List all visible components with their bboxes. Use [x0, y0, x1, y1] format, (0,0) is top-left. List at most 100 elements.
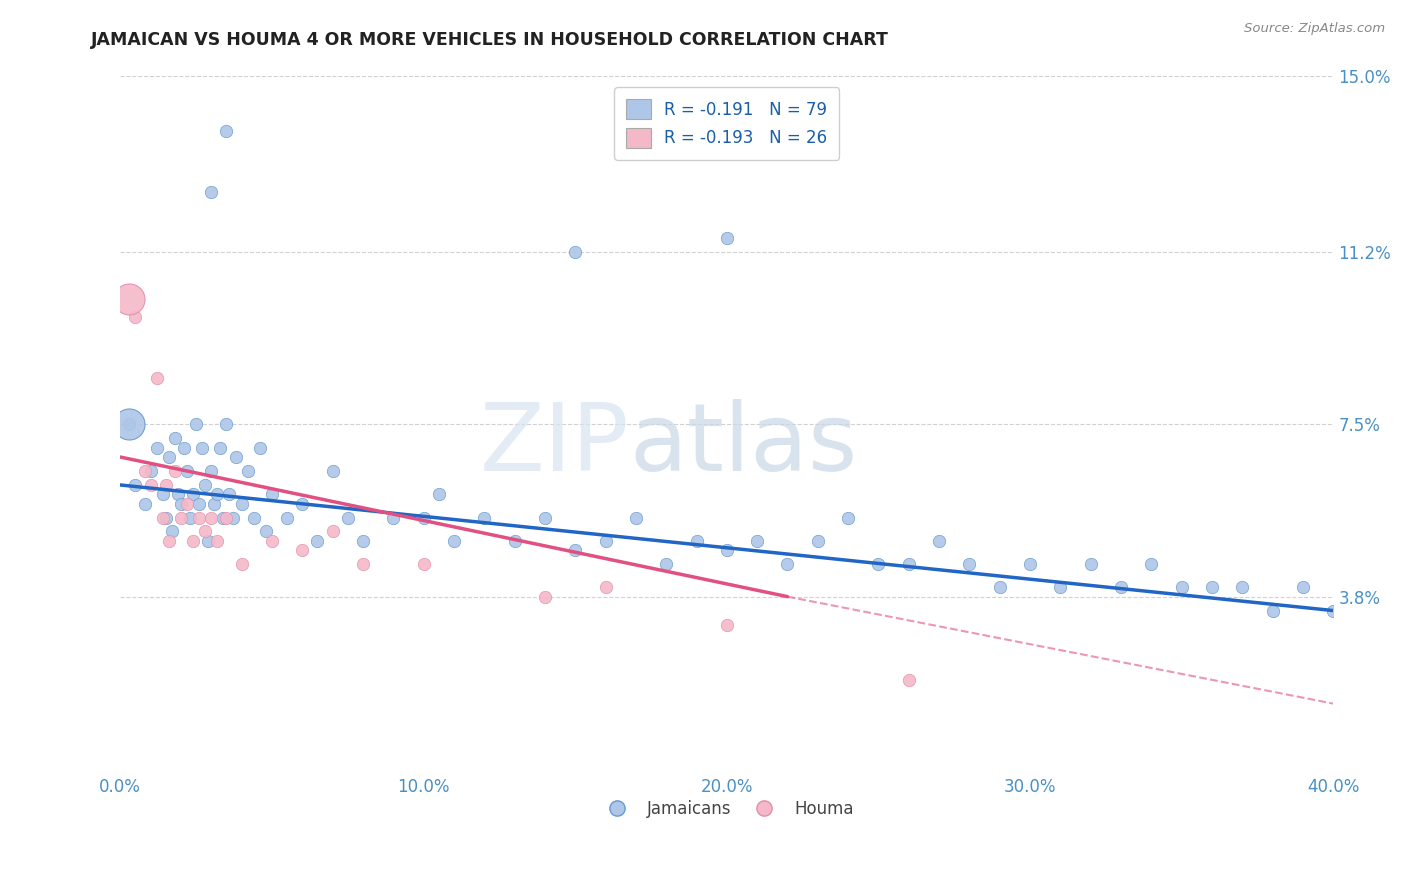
Point [1322, 604, 1344, 618]
Point [118, 417, 141, 432]
Point [118, 417, 141, 432]
Point [179, 510, 201, 524]
Point [215, 510, 238, 524]
Text: Source: ZipAtlas.com: Source: ZipAtlas.com [1244, 22, 1385, 36]
Point [655, 557, 678, 571]
Point [155, 478, 177, 492]
Point [200, 464, 222, 478]
Point [181, 487, 204, 501]
Point [534, 510, 557, 524]
Point [382, 510, 405, 524]
Point [242, 510, 264, 524]
Text: atlas: atlas [630, 400, 858, 491]
Point [207, 487, 229, 501]
Point [534, 590, 557, 604]
Point [134, 497, 156, 511]
Point [564, 543, 586, 558]
Point [181, 533, 204, 548]
Point [291, 497, 314, 511]
Point [176, 497, 198, 511]
Point [322, 464, 344, 478]
Point [155, 510, 177, 524]
Point [221, 510, 243, 524]
Point [215, 417, 238, 432]
Point [443, 533, 465, 548]
Point [188, 510, 211, 524]
Point [249, 441, 271, 455]
Point [868, 557, 890, 571]
Point [157, 450, 180, 464]
Point [1201, 580, 1223, 594]
Point [747, 533, 769, 548]
Point [225, 450, 247, 464]
Point [564, 245, 586, 260]
Point [1019, 557, 1042, 571]
Point [595, 533, 617, 548]
Point [194, 478, 217, 492]
Point [1261, 604, 1284, 618]
Point [212, 510, 235, 524]
Point [1292, 580, 1315, 594]
Point [897, 557, 920, 571]
Point [1140, 557, 1163, 571]
Point [231, 557, 253, 571]
Point [188, 497, 211, 511]
Point [173, 441, 195, 455]
Point [145, 441, 167, 455]
Point [837, 510, 859, 524]
Point [124, 478, 146, 492]
Point [184, 417, 207, 432]
Point [194, 524, 217, 539]
Point [118, 292, 141, 306]
Point [197, 533, 219, 548]
Point [236, 464, 259, 478]
Point [624, 510, 647, 524]
Point [352, 533, 374, 548]
Point [276, 510, 298, 524]
Point [412, 557, 434, 571]
Point [160, 524, 183, 539]
Point [716, 617, 738, 632]
Point [170, 497, 193, 511]
Point [200, 510, 222, 524]
Point [807, 533, 830, 548]
Point [202, 497, 225, 511]
Point [200, 185, 222, 199]
Point [685, 533, 707, 548]
Point [503, 533, 526, 548]
Point [352, 557, 374, 571]
Point [959, 557, 981, 571]
Point [215, 124, 238, 138]
Text: ZIP: ZIP [481, 400, 630, 491]
Point [209, 441, 232, 455]
Point [928, 533, 950, 548]
Point [254, 524, 277, 539]
Point [218, 487, 240, 501]
Point [1109, 580, 1132, 594]
Point [163, 432, 186, 446]
Text: JAMAICAN VS HOUMA 4 OR MORE VEHICLES IN HOUSEHOLD CORRELATION CHART: JAMAICAN VS HOUMA 4 OR MORE VEHICLES IN … [91, 31, 889, 49]
Point [897, 673, 920, 688]
Point [307, 533, 329, 548]
Point [1171, 580, 1194, 594]
Point [427, 487, 450, 501]
Point [1080, 557, 1102, 571]
Point [336, 510, 359, 524]
Point [472, 510, 495, 524]
Point [1232, 580, 1254, 594]
Point [124, 310, 146, 325]
Point [134, 464, 156, 478]
Point [139, 464, 162, 478]
Point [260, 487, 283, 501]
Point [716, 543, 738, 558]
Point [152, 510, 174, 524]
Point [322, 524, 344, 539]
Point [163, 464, 186, 478]
Point [157, 533, 180, 548]
Point [139, 478, 162, 492]
Point [145, 371, 167, 385]
Point [412, 510, 434, 524]
Point [776, 557, 799, 571]
Point [260, 533, 283, 548]
Point [207, 533, 229, 548]
